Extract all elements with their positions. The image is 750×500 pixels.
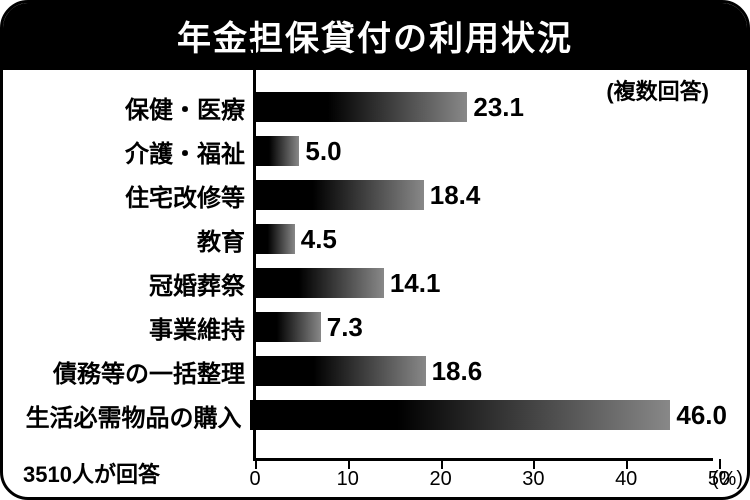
category-label: 保健・医療 <box>3 90 253 125</box>
x-tick <box>255 459 257 469</box>
x-tick-label: 50 <box>708 468 730 491</box>
x-tick <box>348 459 350 469</box>
x-tick <box>441 459 443 469</box>
bar-row: 教育 4.5 <box>3 217 727 261</box>
category-label: 生活必需物品の購入 <box>3 398 250 433</box>
bar <box>253 92 467 122</box>
chart-title: 年金担保貸付の利用状況 <box>3 3 747 70</box>
category-label: 介護・福祉 <box>3 134 253 169</box>
x-tick <box>533 459 535 469</box>
chart-frame: 年金担保貸付の利用状況 (複数回答) 保健・医療23.1介護・福祉5.0住宅改修… <box>0 0 750 500</box>
bar <box>253 268 384 298</box>
bar-row: 住宅改修等 18.4 <box>3 173 727 217</box>
category-label: 事業維持 <box>3 310 253 345</box>
value-label: 4.5 <box>295 224 337 255</box>
footnote: 3510人が回答 <box>23 457 160 489</box>
chart-plot-area: 保健・医療 23.1 介護・福祉 5.0 住宅改修等 18.4 教育 4.5 冠婚葬祭 14.1 事… <box>3 85 747 457</box>
value-label: 23.1 <box>467 92 524 123</box>
bar <box>250 400 671 430</box>
bar-row: 債務等の一括整理 18.6 <box>3 349 727 393</box>
category-label: 債務等の一括整理 <box>3 354 253 389</box>
x-tick <box>719 459 721 469</box>
bar-row: 冠婚葬祭 14.1 <box>3 261 727 305</box>
bar <box>253 180 424 210</box>
bar-row: 保健・医療 23.1 <box>3 85 727 129</box>
bar <box>253 356 426 386</box>
value-label: 5.0 <box>299 136 341 167</box>
category-label: 教育 <box>3 222 253 257</box>
x-tick-label: 30 <box>522 468 544 491</box>
value-label: 18.4 <box>424 180 481 211</box>
x-axis-line <box>255 458 713 461</box>
x-tick-label: 40 <box>615 468 637 491</box>
value-label: 46.0 <box>670 400 727 431</box>
category-label: 住宅改修等 <box>3 178 253 213</box>
category-label: 冠婚葬祭 <box>3 266 253 301</box>
bar-row: 生活必需物品の購入 46.0 <box>3 393 727 437</box>
unit-label: (%) <box>712 468 743 491</box>
value-label: 14.1 <box>384 268 441 299</box>
bar <box>253 312 321 342</box>
x-tick-label: 0 <box>249 468 260 491</box>
bar-row: 介護・福祉 5.0 <box>3 129 727 173</box>
x-tick-label: 20 <box>429 468 451 491</box>
x-tick-label: 10 <box>337 468 359 491</box>
value-label: 7.3 <box>321 312 363 343</box>
bar <box>253 224 295 254</box>
value-label: 18.6 <box>426 356 483 387</box>
x-tick <box>626 459 628 469</box>
bar <box>253 136 299 166</box>
bar-row: 事業維持 7.3 <box>3 305 727 349</box>
